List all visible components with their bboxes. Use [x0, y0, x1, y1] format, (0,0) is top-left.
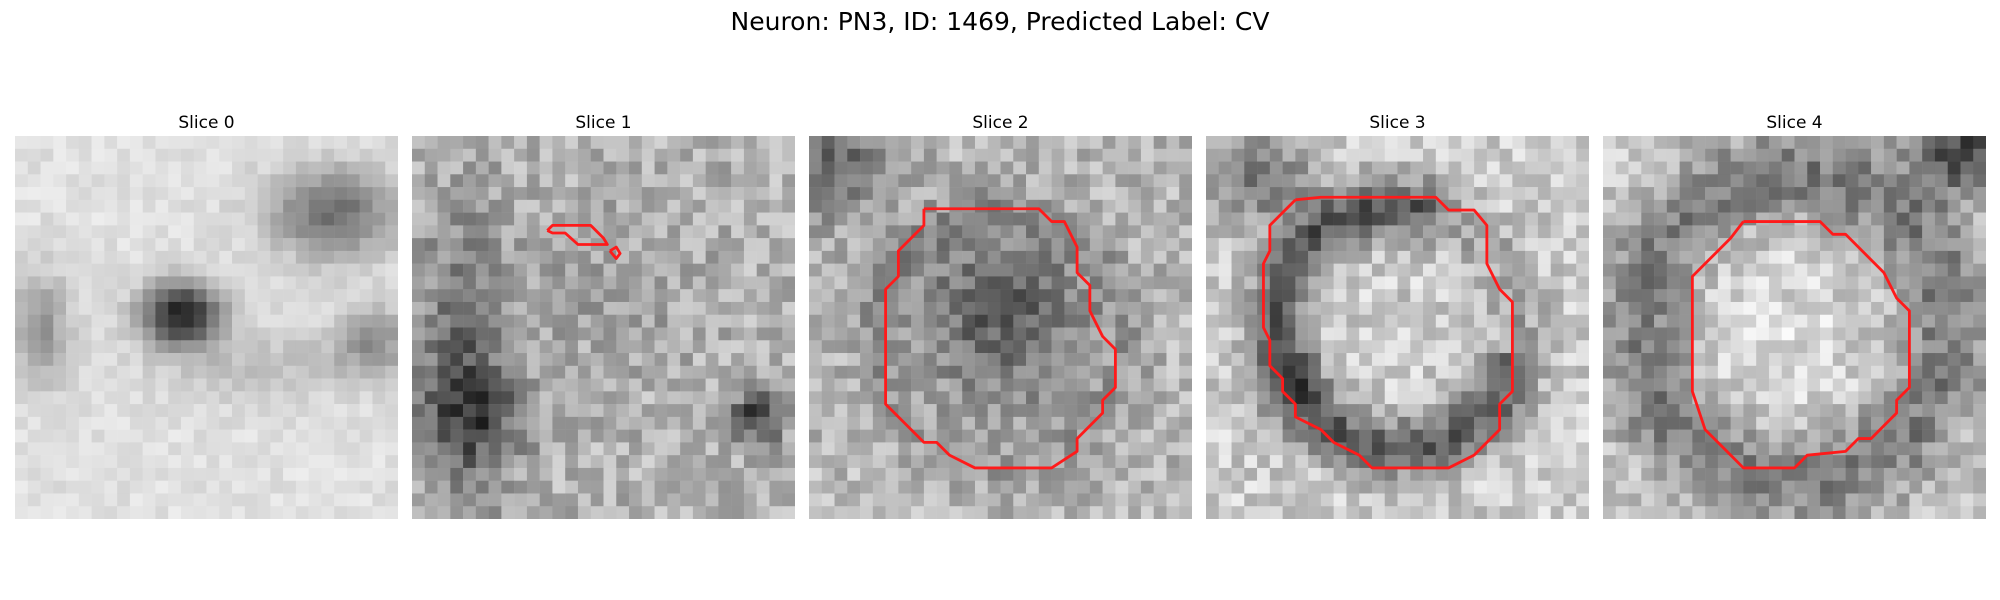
- slice-image-3: [1206, 136, 1589, 519]
- slice-pixels-2: [809, 136, 1192, 519]
- slice-pixels-1: [412, 136, 795, 519]
- slice-panel-1: Slice 1: [412, 110, 795, 519]
- segmentation-contour-4-0: [1690, 220, 1911, 470]
- slice-title-3: Slice 3: [1369, 113, 1426, 133]
- slice-pixels-3: [1206, 136, 1589, 519]
- segmentation-contour-3-0: [1262, 195, 1514, 470]
- slice-image-1: [412, 136, 795, 519]
- slice-title-0: Slice 0: [178, 113, 235, 133]
- slice-panel-2: Slice 2: [809, 110, 1192, 519]
- slice-panel-0: Slice 0: [15, 110, 398, 519]
- segmentation-contour-2-0: [884, 207, 1117, 470]
- slice-panel-4: Slice 4: [1603, 110, 1986, 519]
- slice-image-4: [1603, 136, 1986, 519]
- slice-panel-3: Slice 3: [1206, 110, 1589, 519]
- segmentation-contour-1-1: [608, 245, 622, 260]
- figure-title: Neuron: PN3, ID: 1469, Predicted Label: …: [730, 7, 1270, 36]
- slice-pixels-0: [15, 136, 398, 519]
- slice-image-0: [15, 136, 398, 519]
- slice-title-1: Slice 1: [575, 113, 632, 133]
- segmentation-contour-1-0: [546, 223, 609, 246]
- slice-image-2: [809, 136, 1192, 519]
- slice-title-4: Slice 4: [1766, 113, 1823, 133]
- slice-pixels-4: [1603, 136, 1986, 519]
- slice-title-2: Slice 2: [972, 113, 1029, 133]
